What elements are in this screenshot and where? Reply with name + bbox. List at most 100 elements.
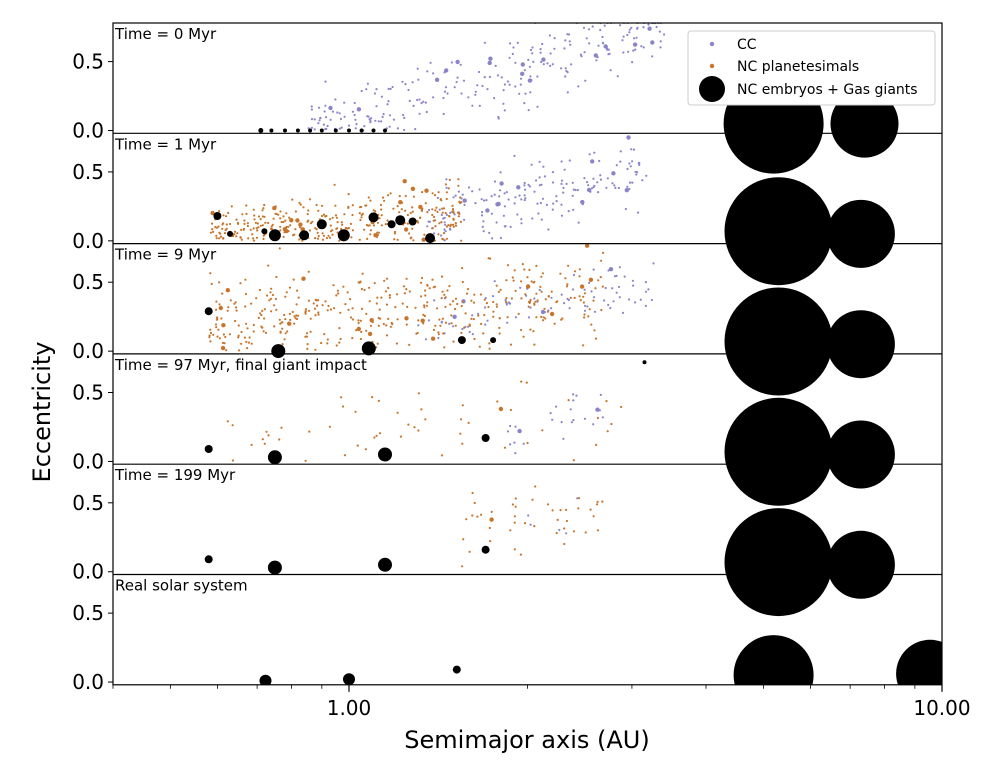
cc-planetesimal	[645, 174, 648, 177]
cc-planetesimal	[424, 338, 427, 341]
cc-planetesimal	[632, 284, 635, 287]
cc-planetesimal	[637, 161, 640, 165]
nc-planetesimal	[279, 210, 282, 213]
nc-planetesimal	[450, 314, 453, 317]
cc-planetesimal	[566, 91, 569, 94]
cc-planetesimal	[517, 428, 522, 434]
nc-planetesimal	[231, 424, 234, 427]
cc-planetesimal	[493, 97, 496, 100]
cc-planetesimal	[636, 171, 639, 174]
nc-planetesimal	[324, 300, 327, 303]
cc-planetesimal	[562, 186, 565, 189]
cc-planetesimal	[440, 213, 443, 217]
nc-planetesimal	[235, 218, 238, 221]
cc-planetesimal	[572, 399, 575, 402]
nc-planetesimal	[331, 229, 334, 232]
nc-planetesimal	[606, 430, 609, 433]
nc-planetesimal	[590, 323, 593, 326]
cc-planetesimal	[555, 200, 558, 203]
nc-planetesimal	[513, 269, 516, 272]
nc-planetesimal	[394, 306, 397, 309]
cc-planetesimal	[416, 67, 419, 70]
legend-embryo-label: NC embryos + Gas giants	[737, 82, 918, 98]
nc-planetesimal	[505, 297, 508, 300]
nc-planetesimal	[284, 295, 287, 298]
nc-planetesimal	[293, 315, 296, 318]
nc-planetesimal	[440, 297, 443, 300]
nc-planetesimal	[275, 275, 278, 279]
cc-planetesimal	[353, 101, 356, 105]
cc-planetesimal	[493, 193, 496, 196]
nc-planetesimal	[452, 217, 455, 220]
nc-planetesimal	[470, 299, 473, 302]
nc-planetesimal	[473, 501, 476, 505]
nc-planetesimal	[471, 491, 474, 495]
nc-planetesimal	[411, 206, 414, 209]
nc-planetesimal	[269, 297, 272, 300]
nc-planetesimal	[526, 441, 529, 445]
nc-planetesimal	[497, 290, 500, 293]
nc-planetesimal	[520, 380, 523, 383]
nc-planetesimal	[620, 405, 623, 409]
legend-nc-label: NC planetesimals	[737, 59, 859, 75]
nc-planetesimal	[403, 227, 409, 232]
nc-planetesimal	[445, 225, 449, 228]
nc-planetesimal	[299, 203, 302, 206]
nc-planetesimal	[388, 294, 391, 297]
nc-planetesimal	[426, 283, 429, 287]
cc-planetesimal	[488, 56, 493, 61]
nc-planetesimal	[334, 204, 337, 207]
nc-planetesimal	[359, 218, 362, 222]
cc-planetesimal	[555, 405, 558, 408]
cc-planetesimal	[592, 268, 595, 271]
nc-planetesimal	[250, 342, 253, 345]
nc-planetesimal	[252, 239, 256, 242]
nc-planetesimal	[565, 519, 569, 523]
nc-planetesimal	[317, 313, 320, 316]
nc-planetesimal	[287, 321, 292, 326]
nc-planetesimal	[578, 275, 581, 278]
nc-planetesimal	[441, 317, 444, 320]
cc-planetesimal	[408, 99, 411, 102]
nc-planetesimal	[255, 227, 258, 230]
cc-planetesimal	[444, 86, 448, 89]
embryo-marker	[204, 445, 213, 453]
nc-planetesimal	[549, 311, 555, 317]
nc-planetesimal	[223, 342, 226, 345]
cc-planetesimal	[471, 104, 474, 107]
nc-planetesimal	[436, 307, 439, 310]
nc-planetesimal	[278, 438, 281, 441]
cc-planetesimal	[612, 300, 615, 303]
cc-planetesimal	[459, 63, 462, 66]
cc-planetesimal	[414, 128, 417, 131]
cc-planetesimal	[436, 196, 439, 199]
nc-planetesimal	[461, 565, 464, 568]
cc-planetesimal	[493, 180, 497, 183]
nc-planetesimal	[521, 263, 524, 266]
nc-planetesimal	[339, 337, 342, 341]
nc-planetesimal	[533, 302, 536, 305]
nc-planetesimal	[498, 332, 501, 335]
cc-planetesimal	[420, 102, 423, 105]
nc-planetesimal	[438, 222, 441, 225]
nc-planetesimal	[264, 331, 268, 334]
cc-planetesimal	[531, 46, 534, 49]
nc-planetesimal	[227, 306, 230, 309]
cc-planetesimal	[491, 237, 494, 240]
cc-planetesimal	[457, 190, 460, 193]
cc-planetesimal	[496, 74, 499, 77]
y-axis-label: Eccentricity	[28, 342, 56, 483]
cc-planetesimal	[520, 71, 525, 77]
cc-planetesimal	[367, 115, 370, 118]
cc-planetesimal	[503, 192, 506, 195]
nc-planetesimal	[599, 276, 602, 279]
cc-planetesimal	[588, 42, 591, 45]
nc-planetesimal	[220, 317, 223, 320]
nc-planetesimal	[468, 550, 471, 553]
cc-planetesimal	[338, 127, 341, 130]
nc-planetesimal	[399, 435, 402, 438]
nc-planetesimal	[413, 426, 416, 429]
panel-5	[204, 485, 895, 617]
nc-planetesimal	[454, 224, 458, 227]
cc-planetesimal	[640, 45, 643, 48]
